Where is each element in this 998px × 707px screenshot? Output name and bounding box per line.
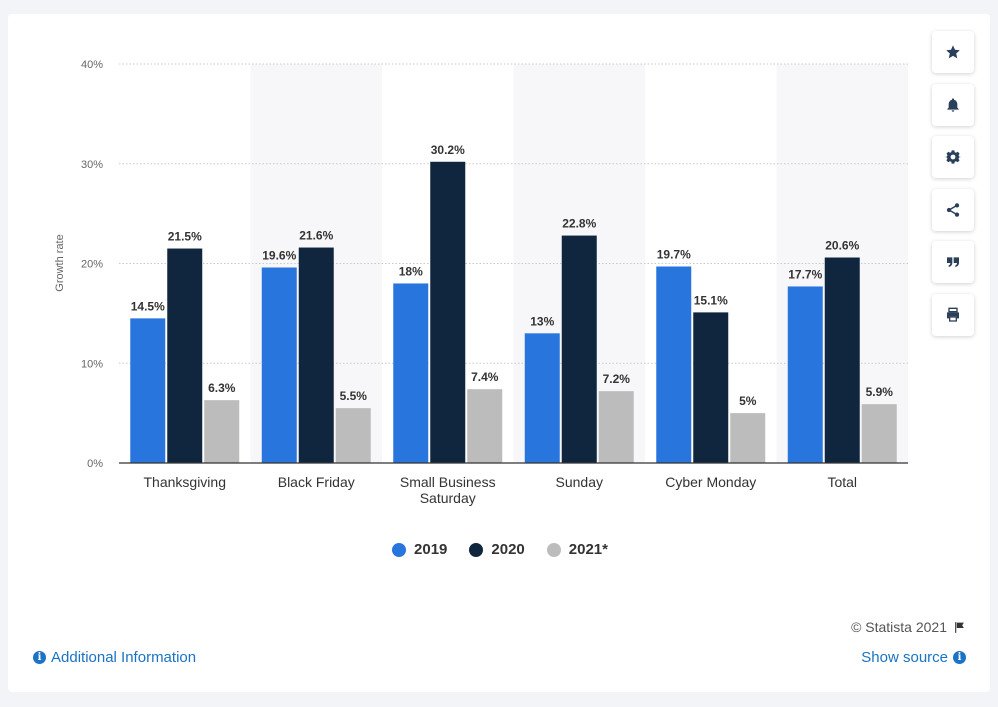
bar-2021-3[interactable]: [598, 391, 634, 463]
legend-item-2019[interactable]: 2019: [392, 541, 447, 558]
bar-2021-0[interactable]: [204, 400, 240, 463]
favorite-button[interactable]: [932, 31, 974, 73]
x-axis-ticks: Thanksgiving Black Friday Small Business Sa…: [144, 474, 858, 506]
y-tick-label: 10%: [81, 358, 103, 370]
info-icon: i: [953, 651, 966, 664]
bar-value-label: 13%: [530, 314, 554, 328]
copyright-text: © Statista 2021: [851, 619, 947, 635]
bar-2021-5[interactable]: [861, 404, 897, 463]
bar-value-label: 5%: [739, 394, 757, 408]
bar-2020-2[interactable]: [430, 161, 466, 463]
y-tick-label: 30%: [81, 159, 103, 171]
settings-button[interactable]: [932, 136, 974, 178]
legend-marker: [469, 542, 484, 557]
legend-label: 2021*: [568, 541, 608, 558]
quote-icon: [947, 257, 959, 267]
copyright-notice: © Statista 2021: [851, 619, 966, 635]
bar-value-label: 5.9%: [866, 385, 894, 399]
bars: [130, 161, 897, 463]
bar-value-label: 30.2%: [431, 143, 465, 157]
legend-label: 2019: [414, 541, 448, 558]
x-tick-label: Sunday: [556, 474, 603, 490]
bar-value-label: 5.5%: [340, 389, 368, 403]
share-icon: [946, 203, 960, 217]
flag-icon[interactable]: [953, 621, 966, 634]
bar-2021-1[interactable]: [335, 408, 371, 463]
bar-2019-1[interactable]: [261, 267, 297, 463]
bar-2021-2[interactable]: [467, 389, 503, 463]
y-tick-label: 40%: [81, 59, 103, 71]
additional-information-link[interactable]: i Additional Information: [33, 649, 196, 666]
x-tick-label: Thanksgiving: [144, 474, 227, 490]
x-tick-label: Black Friday: [278, 474, 355, 490]
cite-button[interactable]: [932, 241, 974, 283]
legend-item-2021[interactable]: 2021*: [546, 541, 608, 558]
bar-value-label: 22.8%: [562, 217, 596, 231]
bell-icon: [947, 98, 959, 112]
legend-item-2020[interactable]: 2020: [469, 541, 525, 558]
chart-legend: 2019 2020 2021*: [0, 541, 998, 558]
bar-value-label: 7.4%: [471, 370, 499, 384]
bar-value-label: 21.6%: [299, 229, 333, 243]
bar-2019-0[interactable]: [130, 318, 166, 463]
bar-2019-3[interactable]: [524, 333, 560, 463]
show-source-label: Show source: [861, 649, 948, 666]
bar-2020-1[interactable]: [298, 247, 334, 463]
y-tick-label: 20%: [81, 259, 103, 271]
bar-2020-4[interactable]: [693, 312, 729, 463]
bar-labels: 14.5% 19.6% 18% 13% 19.7% 17.7% 21.5% 21.6% 30.2…: [131, 143, 894, 408]
bar-2020-3[interactable]: [561, 235, 597, 463]
share-button[interactable]: [932, 189, 974, 231]
bar-value-label: 15.1%: [694, 293, 728, 307]
x-tick-label: Small Business Saturday: [400, 474, 496, 506]
bar-value-label: 6.3%: [208, 381, 236, 395]
additional-information-label: Additional Information: [51, 649, 197, 666]
x-tick-label: Cyber Monday: [665, 474, 756, 490]
legend-label: 2020: [491, 541, 525, 558]
bar-value-label: 20.6%: [825, 239, 859, 253]
print-icon: [947, 307, 959, 322]
info-icon: i: [33, 651, 46, 664]
bar-2021-4[interactable]: [730, 413, 766, 463]
bar-value-label: 7.2%: [603, 372, 631, 386]
x-tick-label: Total: [827, 474, 857, 490]
bar-value-label: 19.6%: [262, 248, 296, 262]
bar-2019-4[interactable]: [656, 266, 692, 463]
bar-2020-5[interactable]: [824, 257, 860, 463]
y-axis-ticks: 0% 10% 20% 30% 40%: [81, 59, 103, 470]
bar-value-label: 19.7%: [657, 247, 691, 261]
bar-value-label: 17.7%: [788, 267, 822, 281]
y-axis-label: Growth rate: [54, 234, 66, 291]
print-button[interactable]: [932, 294, 974, 336]
bar-value-label: 18%: [399, 264, 423, 278]
gear-icon: [945, 150, 961, 164]
bar-2019-2[interactable]: [393, 283, 429, 463]
bar-value-label: 21.5%: [168, 230, 202, 244]
show-source-link[interactable]: Show source i: [861, 649, 966, 666]
legend-marker: [392, 542, 407, 557]
bar-2019-5[interactable]: [787, 286, 823, 463]
star-icon: [946, 45, 960, 59]
notification-button[interactable]: [932, 84, 974, 126]
y-tick-label: 0%: [87, 458, 103, 470]
legend-marker: [546, 542, 561, 557]
bar-value-label: 14.5%: [131, 299, 165, 313]
bar-2020-0[interactable]: [167, 248, 203, 463]
